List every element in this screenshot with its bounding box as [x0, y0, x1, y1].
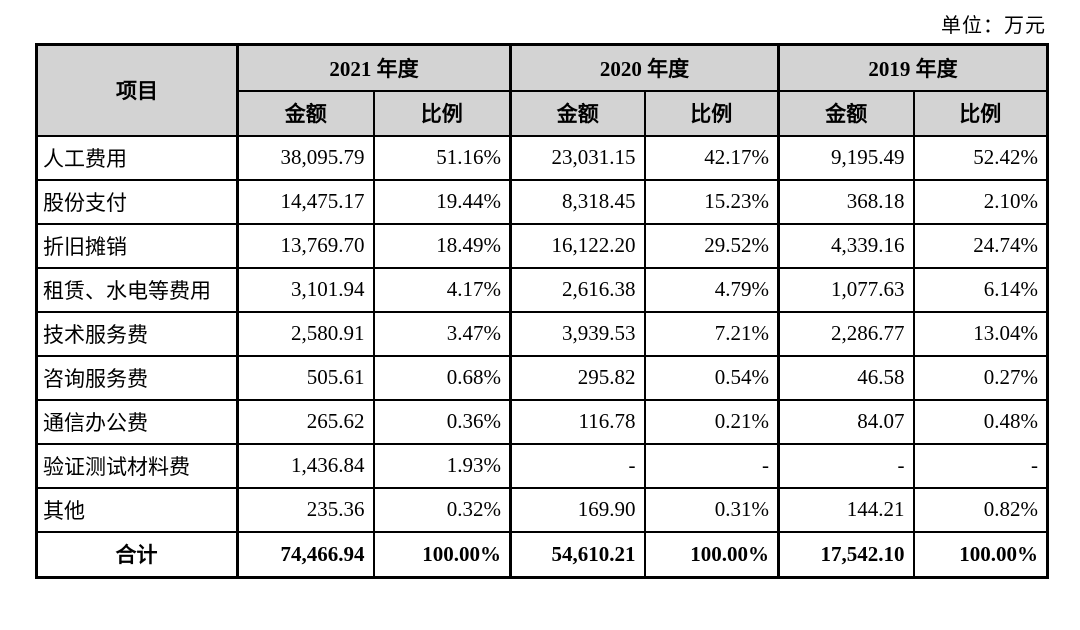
cell-ratio-2019: 0.27% — [912, 354, 1049, 401]
row-label: 折旧摊销 — [35, 222, 239, 269]
expense-breakdown-table: 项目 2021 年度 2020 年度 2019 年度 金额 比例 金额 比例 金… — [35, 43, 1049, 579]
cell-ratio-2019: 0.48% — [912, 398, 1049, 445]
cell-ratio-2019: 24.74% — [912, 222, 1049, 269]
row-label: 通信办公费 — [35, 398, 239, 445]
cell-ratio-2020: 0.54% — [643, 354, 780, 401]
cell-amount-2020: 16,122.20 — [509, 222, 646, 269]
cell-amount-2021: 265.62 — [236, 398, 375, 445]
header-amount-2020: 金额 — [509, 89, 646, 137]
cell-amount-2021: 3,101.94 — [236, 266, 375, 313]
table-row: 人工费用 38,095.79 51.16% 23,031.15 42.17% 9… — [35, 134, 1049, 181]
cell-ratio-2020: 0.21% — [643, 398, 780, 445]
cell-ratio-2021: 1.93% — [372, 442, 512, 489]
cell-amount-2020: 2,616.38 — [509, 266, 646, 313]
table-row: 租赁、水电等费用 3,101.94 4.17% 2,616.38 4.79% 1… — [35, 266, 1049, 313]
cell-ratio-2020: 7.21% — [643, 310, 780, 357]
cell-amount-2019: 46.58 — [777, 354, 915, 401]
header-year-2020: 2020 年度 — [509, 43, 780, 92]
total-ratio-2021: 100.00% — [372, 530, 512, 579]
table-row: 股份支付 14,475.17 19.44% 8,318.45 15.23% 36… — [35, 178, 1049, 225]
cell-ratio-2021: 0.32% — [372, 486, 512, 533]
header-year-row: 项目 2021 年度 2020 年度 2019 年度 — [35, 43, 1049, 137]
cell-amount-2020: 3,939.53 — [509, 310, 646, 357]
row-label: 其他 — [35, 486, 239, 533]
row-label: 租赁、水电等费用 — [35, 266, 239, 313]
header-ratio-2019: 比例 — [912, 89, 1049, 137]
header-amount-2019: 金额 — [777, 89, 915, 137]
cell-ratio-2021: 0.68% — [372, 354, 512, 401]
cell-amount-2020: 8,318.45 — [509, 178, 646, 225]
row-label: 股份支付 — [35, 178, 239, 225]
cell-amount-2019: 368.18 — [777, 178, 915, 225]
total-ratio-2020: 100.00% — [643, 530, 780, 579]
cell-amount-2021: 13,769.70 — [236, 222, 375, 269]
total-label: 合计 — [35, 530, 239, 579]
cell-amount-2021: 235.36 — [236, 486, 375, 533]
header-amount-2021: 金额 — [236, 89, 375, 137]
table-row: 折旧摊销 13,769.70 18.49% 16,122.20 29.52% 4… — [35, 222, 1049, 269]
cell-amount-2021: 38,095.79 — [236, 134, 375, 181]
cell-ratio-2021: 4.17% — [372, 266, 512, 313]
cell-amount-2020: 295.82 — [509, 354, 646, 401]
cell-ratio-2020: 42.17% — [643, 134, 780, 181]
cell-amount-2019: 9,195.49 — [777, 134, 915, 181]
cell-amount-2019: 4,339.16 — [777, 222, 915, 269]
cell-ratio-2021: 3.47% — [372, 310, 512, 357]
total-amount-2021: 74,466.94 — [236, 530, 375, 579]
total-amount-2019: 17,542.10 — [777, 530, 915, 579]
total-row: 合计 74,466.94 100.00% 54,610.21 100.00% 1… — [35, 530, 1049, 579]
header-item: 项目 — [35, 43, 239, 137]
cell-amount-2019: 1,077.63 — [777, 266, 915, 313]
total-amount-2020: 54,610.21 — [509, 530, 646, 579]
cell-ratio-2019: - — [912, 442, 1049, 489]
cell-amount-2019: - — [777, 442, 915, 489]
header-ratio-2021: 比例 — [372, 89, 512, 137]
row-label: 技术服务费 — [35, 310, 239, 357]
table-row: 通信办公费 265.62 0.36% 116.78 0.21% 84.07 0.… — [35, 398, 1049, 445]
cell-ratio-2021: 19.44% — [372, 178, 512, 225]
cell-amount-2021: 14,475.17 — [236, 178, 375, 225]
cell-ratio-2019: 6.14% — [912, 266, 1049, 313]
cell-amount-2021: 505.61 — [236, 354, 375, 401]
cell-ratio-2020: 15.23% — [643, 178, 780, 225]
cell-ratio-2021: 0.36% — [372, 398, 512, 445]
header-year-2021: 2021 年度 — [236, 43, 512, 92]
row-label: 咨询服务费 — [35, 354, 239, 401]
cell-ratio-2019: 2.10% — [912, 178, 1049, 225]
table-row: 验证测试材料费 1,436.84 1.93% - - - - — [35, 442, 1049, 489]
cell-ratio-2019: 52.42% — [912, 134, 1049, 181]
header-sub-row: 金额 比例 金额 比例 金额 比例 — [37, 89, 1049, 137]
cell-amount-2019: 2,286.77 — [777, 310, 915, 357]
table-row: 咨询服务费 505.61 0.68% 295.82 0.54% 46.58 0.… — [35, 354, 1049, 401]
cell-ratio-2020: 29.52% — [643, 222, 780, 269]
total-ratio-2019: 100.00% — [912, 530, 1049, 579]
cell-ratio-2020: 0.31% — [643, 486, 780, 533]
cell-amount-2021: 1,436.84 — [236, 442, 375, 489]
cell-ratio-2019: 13.04% — [912, 310, 1049, 357]
cell-amount-2020: 23,031.15 — [509, 134, 646, 181]
cell-ratio-2020: 4.79% — [643, 266, 780, 313]
cell-ratio-2020: - — [643, 442, 780, 489]
table-row: 其他 235.36 0.32% 169.90 0.31% 144.21 0.82… — [35, 486, 1049, 533]
cell-amount-2019: 144.21 — [777, 486, 915, 533]
cell-amount-2019: 84.07 — [777, 398, 915, 445]
row-label: 验证测试材料费 — [35, 442, 239, 489]
cell-amount-2021: 2,580.91 — [236, 310, 375, 357]
cell-amount-2020: 169.90 — [509, 486, 646, 533]
cell-ratio-2021: 18.49% — [372, 222, 512, 269]
cell-amount-2020: - — [509, 442, 646, 489]
unit-label: 单位：万元 — [941, 15, 1046, 37]
header-ratio-2020: 比例 — [643, 89, 780, 137]
cell-ratio-2021: 51.16% — [372, 134, 512, 181]
table-row: 技术服务费 2,580.91 3.47% 3,939.53 7.21% 2,28… — [35, 310, 1049, 357]
cell-ratio-2019: 0.82% — [912, 486, 1049, 533]
row-label: 人工费用 — [35, 134, 239, 181]
cell-amount-2020: 116.78 — [509, 398, 646, 445]
header-year-2019: 2019 年度 — [777, 43, 1049, 92]
